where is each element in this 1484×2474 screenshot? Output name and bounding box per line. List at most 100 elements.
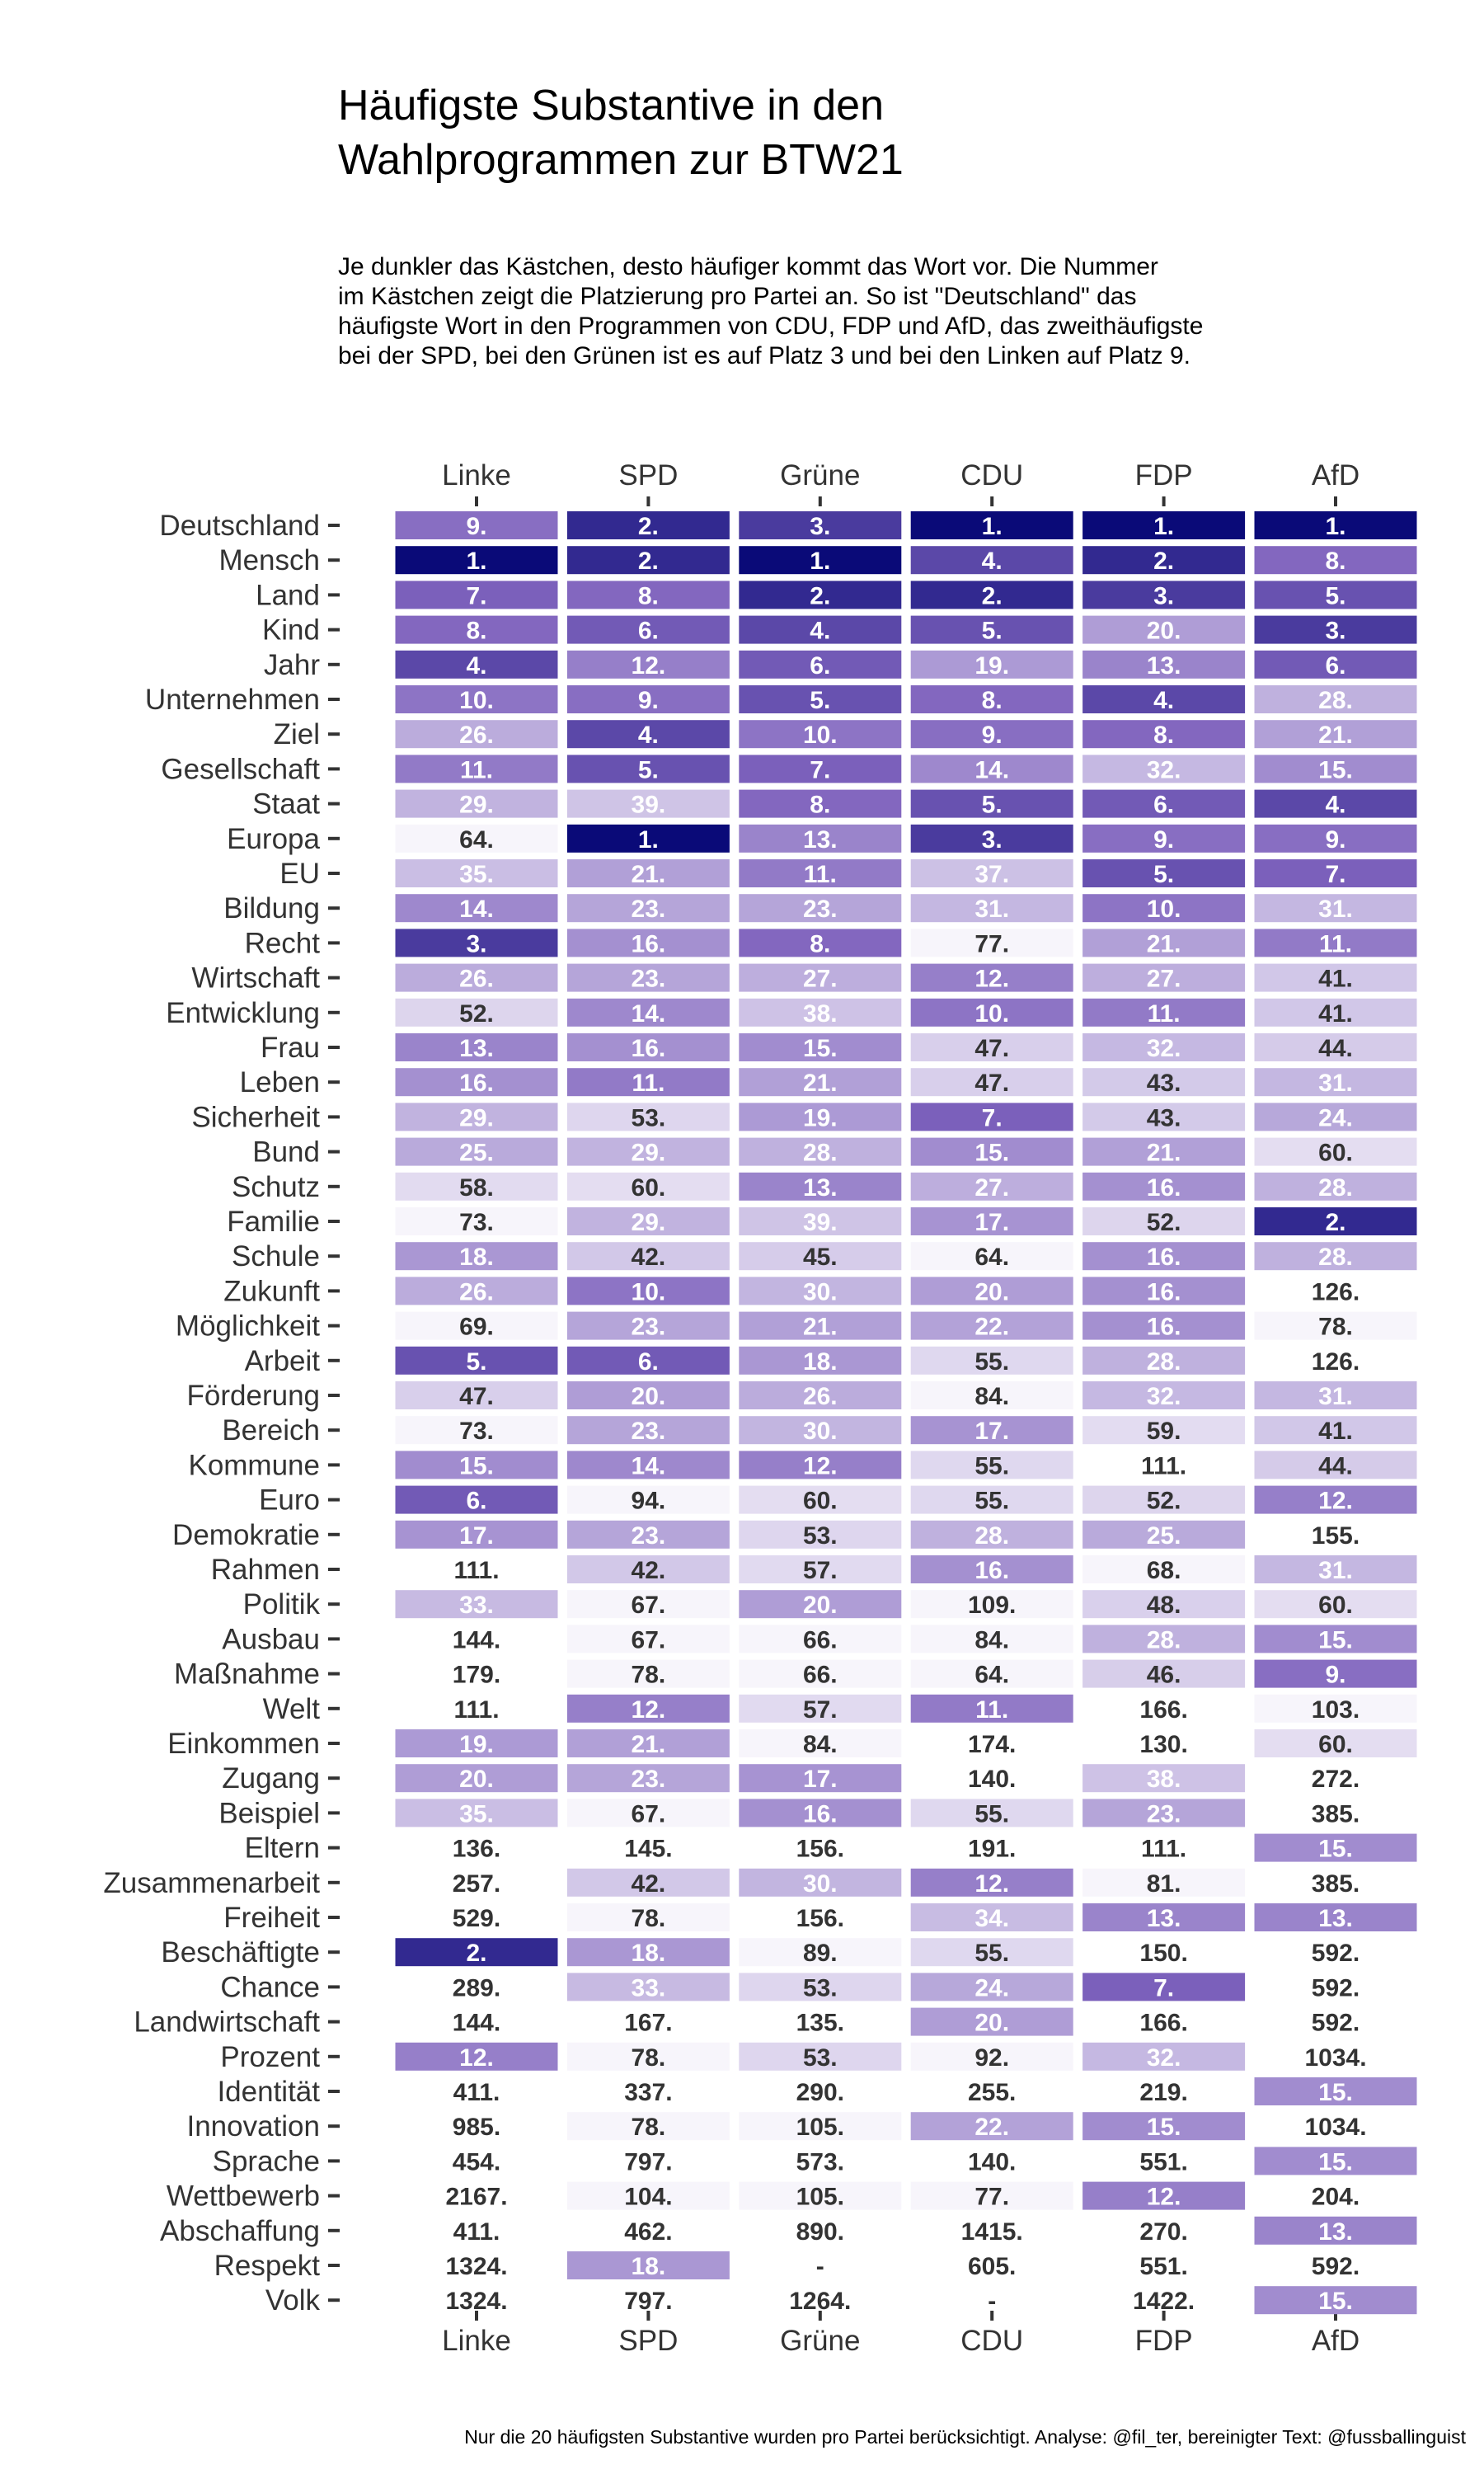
y-axis-label: Entwicklung: [166, 997, 320, 1029]
heatmap-cell: [1254, 755, 1417, 783]
cell-label: 31.: [1318, 1070, 1353, 1097]
cell-label: 20.: [1147, 618, 1181, 645]
x-axis-label-top-cdu: CDU: [960, 459, 1023, 492]
heatmap-cell: [1254, 929, 1417, 957]
cell-label: 37.: [974, 861, 1009, 888]
y-axis-label: Prozent: [220, 2041, 320, 2073]
heatmap-cell: [1254, 685, 1417, 713]
heatmap-cell: [395, 1520, 558, 1549]
cell-label: 111.: [453, 1696, 499, 1724]
cell-label: 28.: [1318, 1174, 1353, 1202]
cell-label: 15.: [803, 1035, 838, 1062]
cell-label: 60.: [632, 1174, 666, 1202]
heatmap-cell: [566, 1381, 730, 1409]
heatmap-cell: [395, 546, 558, 575]
y-axis-label: Volk: [265, 2284, 321, 2316]
cell-label: 12.: [459, 2044, 494, 2072]
heatmap-cell: [910, 1903, 1073, 1931]
heatmap-cell: [566, 2181, 730, 2210]
heatmap-cell: [1254, 2147, 1417, 2175]
cell-label: 13.: [1147, 652, 1181, 680]
cell-label: 16.: [1147, 1314, 1181, 1341]
cell-label: 17.: [459, 1522, 494, 1550]
y-axis-label: Land: [256, 579, 320, 611]
cell-label: 4.: [982, 548, 1003, 575]
cell-label: 5.: [638, 756, 659, 783]
heatmap-cell: [910, 824, 1073, 853]
cell-label: 15.: [1147, 2114, 1181, 2141]
cell-label: 67.: [632, 1626, 666, 1653]
heatmap-cell: [566, 894, 730, 923]
cell-label: 2.: [982, 582, 1003, 609]
cell-label: 48.: [1147, 1592, 1181, 1619]
cell-label: 28.: [1318, 687, 1353, 714]
heatmap-cell: [1082, 859, 1246, 887]
cell-label: 111.: [453, 1557, 499, 1584]
heatmap-cell: [395, 1346, 558, 1375]
cell-label: 11.: [460, 756, 493, 783]
heatmap-cell: [910, 1416, 1073, 1445]
heatmap-cell: [910, 929, 1073, 957]
heatmap-cell: [1254, 650, 1417, 679]
y-axis-label: Zugang: [222, 1762, 320, 1794]
heatmap-cell: [1254, 1137, 1417, 1166]
heatmap-cell: [395, 1485, 558, 1514]
heatmap-cell: [910, 511, 1073, 539]
heatmap-cell: [1254, 824, 1417, 853]
heatmap-cell: [1082, 1590, 1246, 1619]
heatmap-cell: [1082, 615, 1246, 644]
cell-label: 219.: [1139, 2079, 1187, 2106]
cell-label: 6.: [638, 1348, 659, 1376]
heatmap-cell: [739, 1799, 902, 1827]
cell-label: 3.: [982, 826, 1003, 854]
heatmap-cell: [566, 1242, 730, 1271]
heatmap-cell: [1082, 1799, 1246, 1827]
heatmap-cell: [566, 685, 730, 713]
heatmap-cell: [1254, 546, 1417, 575]
cell-label: 592.: [1312, 2253, 1360, 2280]
y-axis-label: Bildung: [223, 892, 320, 924]
cell-label: 1324.: [445, 2253, 507, 2280]
heatmap-cell: [1254, 1103, 1417, 1131]
heatmap-cell: [1082, 1137, 1246, 1166]
heatmap-cell: [566, 615, 730, 644]
y-axis-label: Maßnahme: [174, 1658, 320, 1691]
heatmap-cell: [1082, 1520, 1246, 1549]
cell-label: 4.: [638, 722, 659, 749]
cell-label: 34.: [974, 1905, 1009, 1932]
heatmap-cell: [1254, 1555, 1417, 1583]
y-axis-label: Ausbau: [222, 1623, 320, 1655]
cell-label: 136.: [453, 1836, 500, 1863]
cell-label: 985.: [453, 2114, 500, 2141]
heatmap-cell: [395, 720, 558, 749]
y-axis-label: Bereich: [222, 1414, 320, 1446]
heatmap-cell: [566, 789, 730, 818]
heatmap-cell: [910, 1694, 1073, 1723]
cell-label: 66.: [803, 1662, 838, 1689]
cell-label: 44.: [1318, 1452, 1353, 1479]
heatmap-cell: [739, 1973, 902, 2001]
cell-label: 9.: [638, 687, 659, 714]
heatmap-cell: [566, 2042, 730, 2071]
cell-label: 21.: [1318, 722, 1353, 749]
cell-label: 23.: [803, 896, 838, 923]
heatmap-cell: [566, 720, 730, 749]
heatmap-cell: [1082, 581, 1246, 609]
heatmap-cell: [739, 650, 902, 679]
y-axis-label: Wirtschaft: [191, 962, 320, 995]
heatmap-cell: [566, 1799, 730, 1827]
cell-label: 29.: [632, 1140, 666, 1167]
heatmap-cell: [739, 720, 902, 749]
y-axis-label: Förderung: [187, 1380, 320, 1412]
heatmap-cell: [566, 1416, 730, 1445]
cell-label: 16.: [974, 1557, 1009, 1584]
cell-label: 204.: [1312, 2184, 1360, 2211]
heatmap-cell: [1254, 859, 1417, 887]
heatmap-cell: [739, 1416, 902, 1445]
cell-label: 290.: [796, 2079, 844, 2106]
cell-label: 16.: [1147, 1278, 1181, 1305]
y-axis-label: Möglichkeit: [176, 1310, 320, 1343]
cell-label: 797.: [624, 2148, 672, 2175]
cell-label: 78.: [1318, 1314, 1353, 1341]
cell-label: 29.: [459, 1104, 494, 1131]
